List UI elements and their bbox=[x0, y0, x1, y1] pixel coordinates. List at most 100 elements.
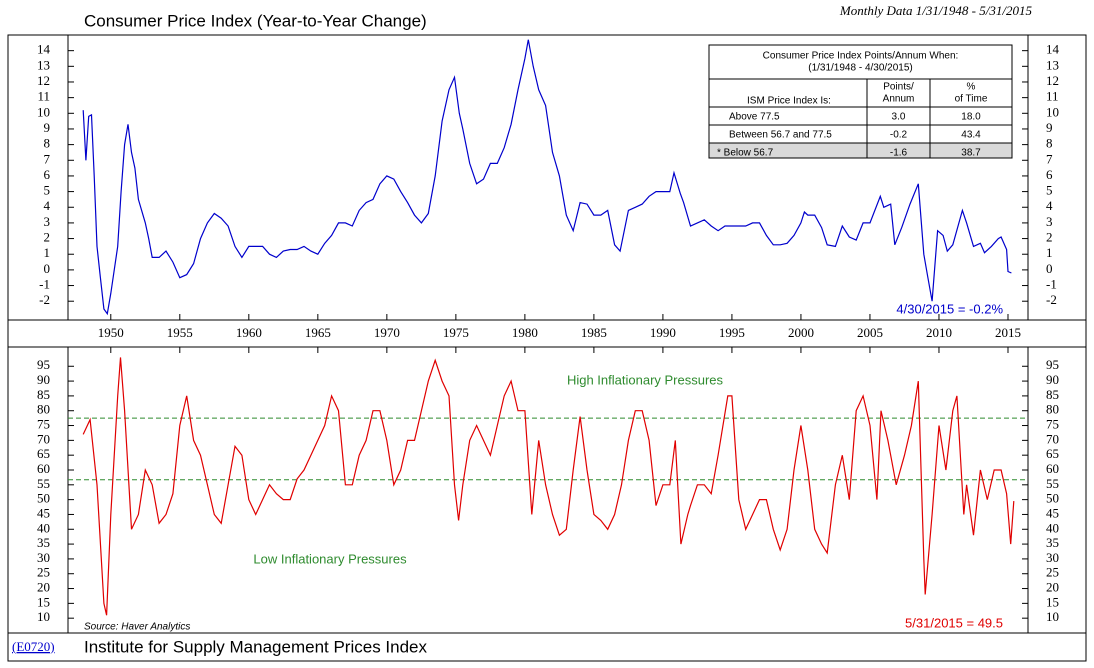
y-tick-label: 5 bbox=[44, 183, 51, 198]
y-tick-label: 4 bbox=[1046, 198, 1053, 213]
y-tick-label: 90 bbox=[1046, 372, 1059, 387]
y-tick-label: 11 bbox=[1046, 89, 1059, 104]
x-tick-label: 1950 bbox=[98, 325, 124, 340]
data-note: Monthly Data 1/31/1948 - 5/31/2015 bbox=[839, 3, 1033, 18]
x-tick-label: 1975 bbox=[443, 325, 469, 340]
y-tick-label: 80 bbox=[37, 402, 50, 417]
y-tick-label: 2 bbox=[44, 230, 51, 245]
y-tick-label: 3 bbox=[1046, 214, 1053, 229]
y-tick-label: 0 bbox=[1046, 261, 1053, 276]
y-tick-label: 95 bbox=[1046, 357, 1059, 372]
y-tick-label: 70 bbox=[37, 431, 50, 446]
y-tick-label: 7 bbox=[1046, 151, 1053, 166]
y-tick-label: 11 bbox=[37, 89, 50, 104]
table-subtitle: (1/31/1948 - 4/30/2015) bbox=[808, 63, 913, 74]
y-tick-label: 95 bbox=[37, 357, 50, 372]
y-tick-label: 75 bbox=[1046, 417, 1059, 432]
y-tick-label: 30 bbox=[37, 550, 50, 565]
x-tick-label: 1970 bbox=[374, 325, 400, 340]
y-tick-label: 40 bbox=[37, 520, 50, 535]
y-tick-label: 12 bbox=[1046, 73, 1059, 88]
y-tick-label: 45 bbox=[37, 505, 50, 520]
y-tick-label: 55 bbox=[1046, 476, 1059, 491]
y-tick-label: 13 bbox=[1046, 57, 1059, 72]
y-tick-label: 60 bbox=[1046, 461, 1059, 476]
y-tick-label: 14 bbox=[37, 42, 51, 57]
zone-label: Low Inflationary Pressures bbox=[253, 551, 407, 566]
data-line bbox=[82, 357, 1015, 616]
table-cell: -1.6 bbox=[890, 148, 908, 159]
y-tick-label: 70 bbox=[1046, 431, 1059, 446]
y-tick-label: 20 bbox=[37, 580, 50, 595]
table-cell: 43.4 bbox=[961, 130, 981, 141]
y-tick-label: 40 bbox=[1046, 520, 1059, 535]
y-tick-label: 9 bbox=[44, 120, 51, 135]
y-tick-label: 1 bbox=[1046, 245, 1053, 260]
y-tick-label: -2 bbox=[39, 292, 50, 307]
x-tick-label: 1965 bbox=[305, 325, 331, 340]
y-tick-label: 20 bbox=[1046, 580, 1059, 595]
y-tick-label: 35 bbox=[37, 535, 50, 550]
table-cell: Between 56.7 and 77.5 bbox=[729, 130, 832, 141]
y-tick-label: 8 bbox=[1046, 136, 1053, 151]
x-tick-label: 2010 bbox=[926, 325, 952, 340]
table-header: Points/ bbox=[883, 82, 914, 93]
last-value-note: 4/30/2015 = -0.2% bbox=[896, 301, 1003, 316]
x-tick-label: 2005 bbox=[857, 325, 883, 340]
y-tick-label: 10 bbox=[37, 104, 50, 119]
table-header: Annum bbox=[883, 94, 915, 105]
y-tick-label: 9 bbox=[1046, 120, 1053, 135]
x-tick-label: 1955 bbox=[167, 325, 193, 340]
table-header: of Time bbox=[955, 94, 988, 105]
y-tick-label: 65 bbox=[37, 446, 50, 461]
x-tick-label: 2000 bbox=[788, 325, 814, 340]
y-tick-label: 0 bbox=[44, 261, 51, 276]
y-tick-label: 80 bbox=[1046, 402, 1059, 417]
y-tick-label: 10 bbox=[1046, 609, 1059, 624]
table-cell: 3.0 bbox=[892, 112, 906, 123]
y-tick-label: 35 bbox=[1046, 535, 1059, 550]
y-tick-label: 1 bbox=[44, 245, 51, 260]
table-cell: 18.0 bbox=[961, 112, 981, 123]
y-tick-label: 25 bbox=[37, 565, 50, 580]
table-cell: * Below 56.7 bbox=[717, 148, 774, 159]
y-tick-label: 55 bbox=[37, 476, 50, 491]
y-tick-label: 60 bbox=[37, 461, 50, 476]
chart-title: Consumer Price Index (Year-to-Year Chang… bbox=[84, 11, 427, 30]
zone-label: High Inflationary Pressures bbox=[567, 372, 724, 387]
x-tick-label: 1995 bbox=[719, 325, 745, 340]
y-tick-label: 75 bbox=[37, 417, 50, 432]
table-cell: Above 77.5 bbox=[729, 112, 780, 123]
y-tick-label: 50 bbox=[37, 491, 50, 506]
y-tick-label: 45 bbox=[1046, 505, 1059, 520]
table-title: Consumer Price Index Points/Annum When: bbox=[763, 51, 959, 62]
frame bbox=[7, 34, 1087, 662]
x-tick-label: 1985 bbox=[581, 325, 607, 340]
y-tick-label: 30 bbox=[1046, 550, 1059, 565]
table-header: ISM Price Index Is: bbox=[747, 96, 831, 107]
x-tick-label: 1990 bbox=[650, 325, 676, 340]
chart-code: (E0720) bbox=[12, 639, 55, 654]
y-tick-label: 4 bbox=[44, 198, 51, 213]
table-cell: 38.7 bbox=[961, 148, 981, 159]
y-tick-label: 85 bbox=[1046, 387, 1059, 402]
y-tick-label: 90 bbox=[37, 372, 50, 387]
y-tick-label: 8 bbox=[44, 136, 51, 151]
y-tick-label: 25 bbox=[1046, 565, 1059, 580]
data-line bbox=[82, 39, 1012, 316]
y-tick-label: 85 bbox=[37, 387, 50, 402]
y-tick-label: 14 bbox=[1046, 42, 1060, 57]
x-tick-label: 1980 bbox=[512, 325, 538, 340]
y-tick-label: 6 bbox=[44, 167, 51, 182]
table-frame bbox=[708, 44, 1013, 159]
y-tick-label: 65 bbox=[1046, 446, 1059, 461]
y-tick-label: 2 bbox=[1046, 230, 1053, 245]
source-note: Source: Haver Analytics bbox=[84, 622, 190, 633]
table-header: % bbox=[967, 82, 976, 93]
last-value-note: 5/31/2015 = 49.5 bbox=[905, 615, 1003, 630]
table-highlight bbox=[709, 143, 1012, 158]
y-tick-label: 15 bbox=[37, 594, 50, 609]
y-tick-label: 3 bbox=[44, 214, 51, 229]
y-tick-label: 6 bbox=[1046, 167, 1053, 182]
